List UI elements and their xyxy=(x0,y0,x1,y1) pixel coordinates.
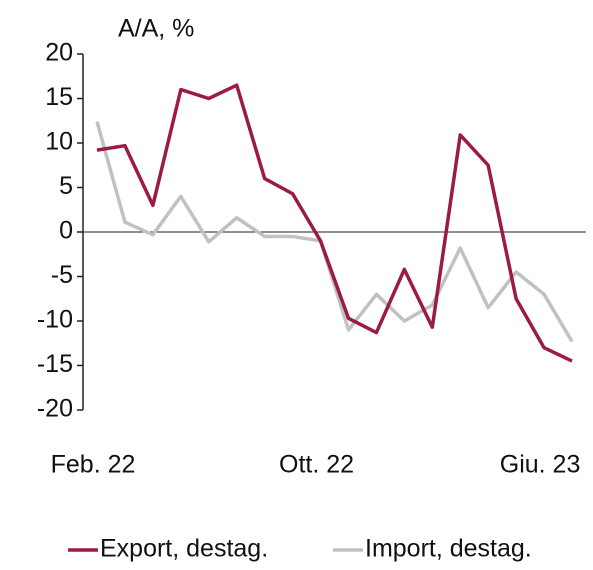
x-tick-label: Giu. 23 xyxy=(500,451,581,479)
series-line xyxy=(95,121,574,343)
y-tick-label: -20 xyxy=(37,395,73,423)
y-tick-label: -10 xyxy=(37,306,73,334)
series-line xyxy=(96,83,573,363)
y-tick-label: 5 xyxy=(59,172,73,200)
y-tick-label: 20 xyxy=(45,39,73,67)
y-tick-label: -15 xyxy=(37,350,73,378)
x-tick-label: Feb. 22 xyxy=(51,451,136,479)
x-tick-label: Ott. 22 xyxy=(279,451,354,479)
legend-label: Import, destag. xyxy=(365,535,532,563)
chart-title: A/A, % xyxy=(118,15,194,43)
legend-label: Export, destag. xyxy=(100,535,268,563)
y-tick-label: 10 xyxy=(45,128,73,156)
y-tick-label: 0 xyxy=(59,217,73,245)
y-tick-label: 15 xyxy=(45,83,73,111)
y-tick-label: -5 xyxy=(51,261,73,289)
